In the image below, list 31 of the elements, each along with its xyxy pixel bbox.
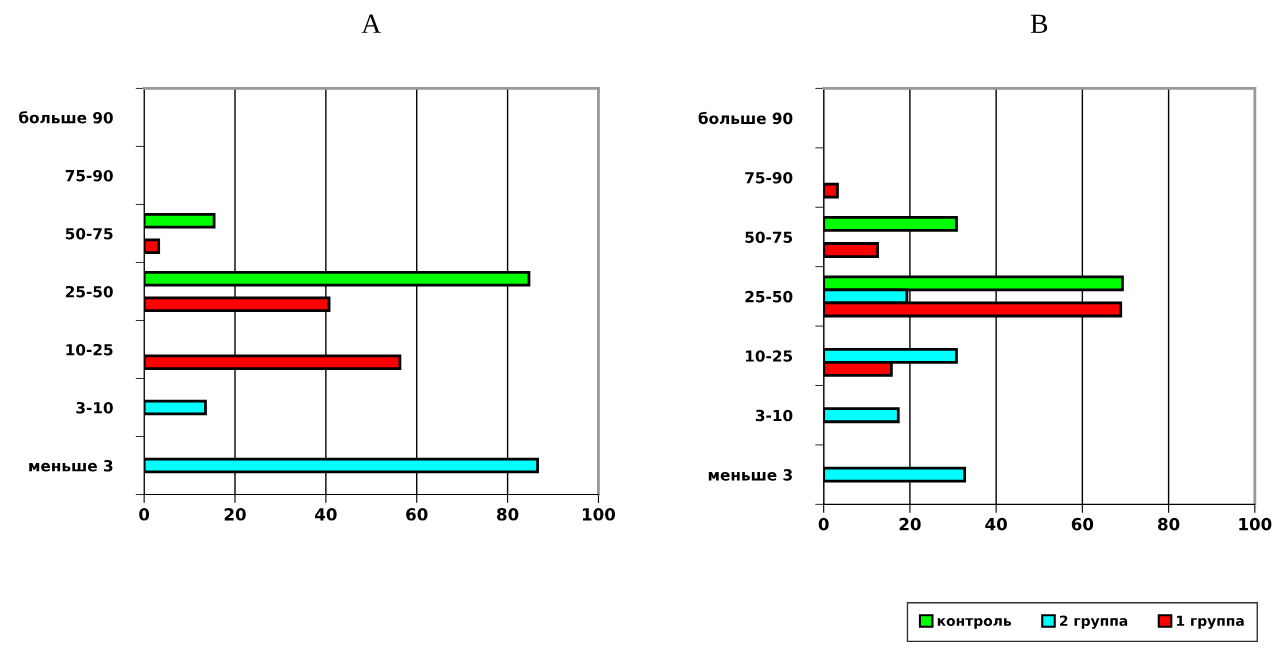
legend-label: 2 группа — [1060, 615, 1128, 629]
y-tick-label: меньше 3 — [29, 459, 113, 472]
x-tick-label: 100 — [582, 508, 616, 521]
x-tick-label: 100 — [1239, 517, 1272, 531]
chart-title: A — [361, 14, 382, 33]
x-tick-label: 80 — [497, 508, 519, 521]
x-tick-label: 0 — [139, 508, 150, 521]
y-tick-label: 25-50 — [65, 285, 113, 298]
x-tick-label: 20 — [224, 508, 246, 521]
legend-label: контроль — [937, 618, 1012, 629]
y-tick-label: 10-25 — [66, 343, 113, 356]
y-tick-label: 75-90 — [65, 169, 113, 182]
legend-label: 1 группа — [1177, 615, 1244, 629]
x-tick-label: 60 — [406, 508, 428, 521]
x-tick-label: 40 — [985, 517, 1007, 531]
y-tick-label: 25-50 — [745, 290, 793, 303]
y-tick-label: 75-90 — [745, 172, 793, 184]
y-tick-label: 10-25 — [745, 350, 793, 362]
y-tick-label: 50-75 — [745, 231, 793, 243]
y-tick-label: больше 90 — [698, 111, 793, 125]
x-tick-label: 60 — [1071, 517, 1094, 531]
x-tick-label: 20 — [899, 517, 921, 531]
x-tick-label: 40 — [315, 508, 337, 521]
y-tick-label: меньше 3 — [708, 469, 792, 481]
x-tick-label: 0 — [818, 517, 829, 531]
y-tick-label: 50-75 — [65, 227, 113, 240]
x-tick-label: 80 — [1158, 517, 1180, 531]
y-tick-label: 3-10 — [755, 409, 793, 422]
chart-title: B — [1030, 14, 1048, 33]
y-tick-label: 3-10 — [76, 401, 113, 414]
y-tick-label: больше 90 — [19, 111, 113, 124]
